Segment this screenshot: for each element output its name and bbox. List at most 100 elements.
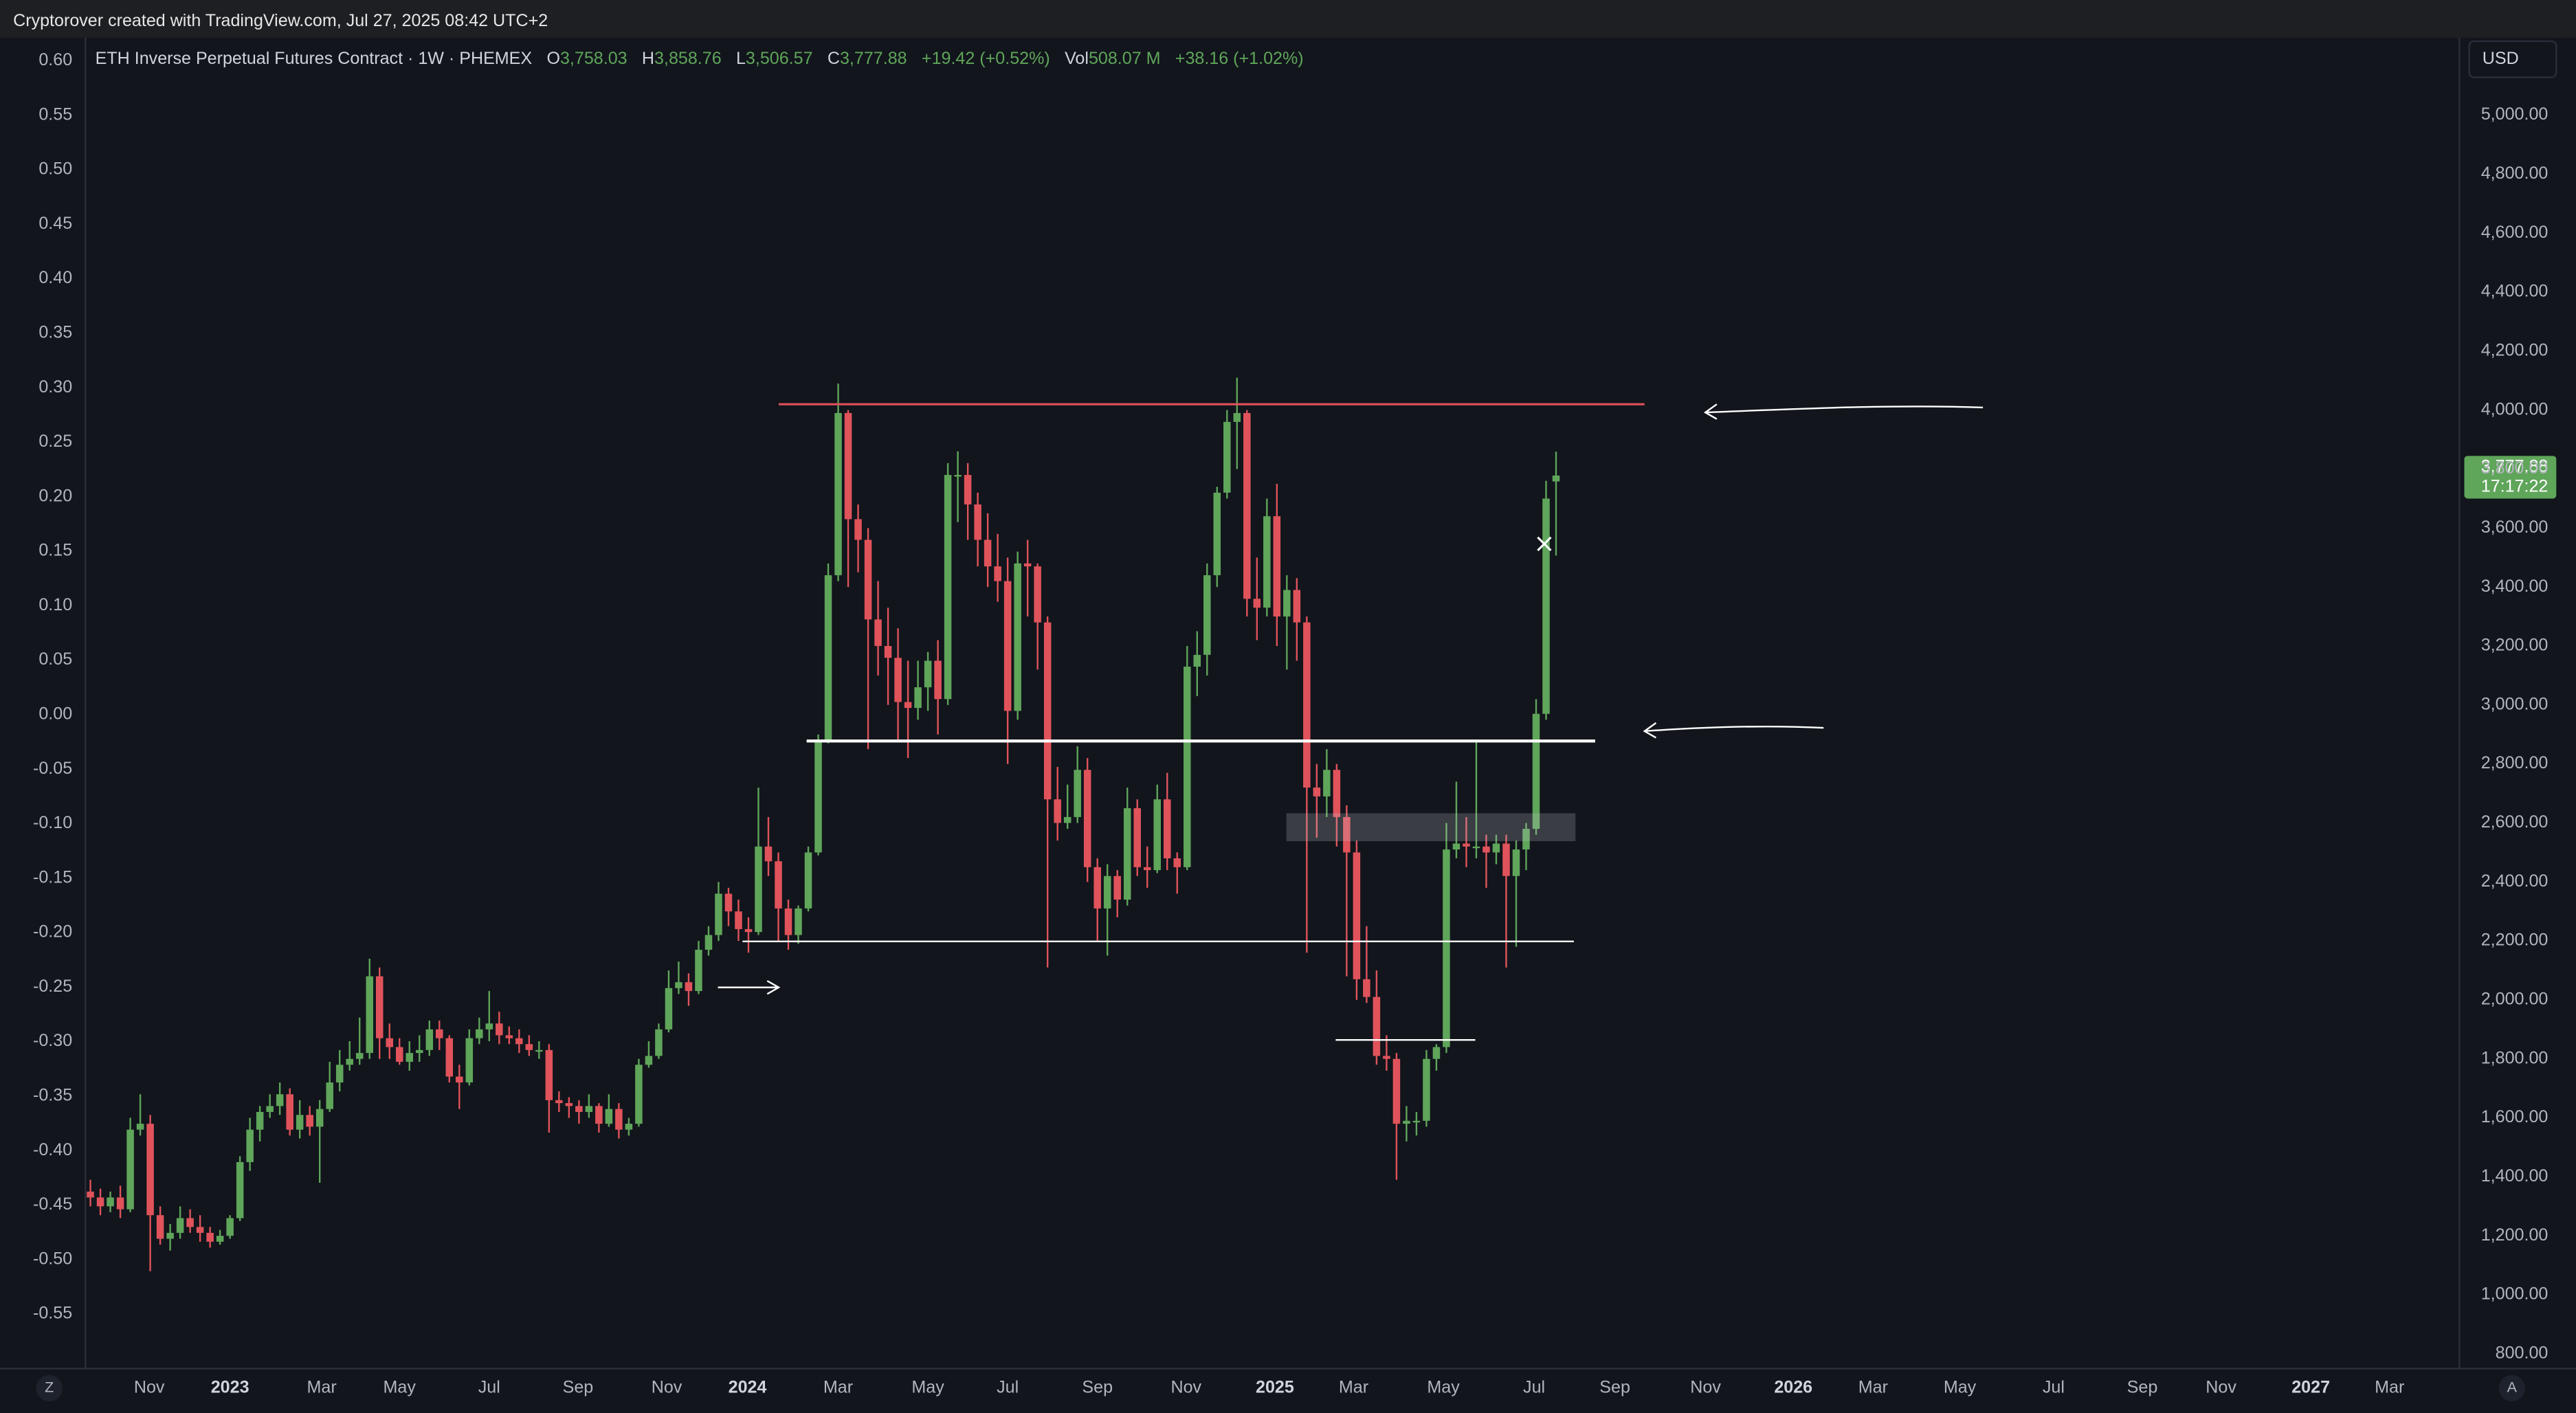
candle-body xyxy=(166,1232,174,1239)
candle-body xyxy=(1432,1047,1441,1059)
candle-body xyxy=(974,504,981,540)
legend-key: O xyxy=(546,49,560,68)
arrow xyxy=(1643,722,1824,739)
candle-body xyxy=(406,1053,414,1062)
plot-area xyxy=(87,377,1560,1271)
legend-key: C xyxy=(828,49,840,68)
candle-body xyxy=(1043,622,1052,800)
y-tick-label: 0.20 xyxy=(38,486,72,505)
legend-key: L xyxy=(736,49,746,68)
candle-body xyxy=(1093,867,1101,909)
y2-tick-label: 2,000.00 xyxy=(2481,990,2549,1009)
candle-body xyxy=(126,1129,134,1210)
candle-body xyxy=(315,1109,324,1127)
candle-body xyxy=(1483,846,1490,853)
arrow xyxy=(718,980,781,995)
x-tick-label: Nov xyxy=(2206,1378,2236,1397)
candle-body xyxy=(186,1218,194,1227)
candle-body xyxy=(784,908,792,935)
y2-tick-label: 4,400.00 xyxy=(2481,282,2549,301)
candle-body xyxy=(386,1038,394,1047)
candle-body xyxy=(1203,575,1211,655)
candle-body xyxy=(924,660,932,688)
candle-body xyxy=(355,1053,364,1059)
legend-symbol: ETH Inverse Perpetual Futures Contract ·… xyxy=(96,49,533,68)
candle-body xyxy=(575,1106,583,1112)
candle-body xyxy=(735,911,742,929)
candle-body xyxy=(854,519,862,540)
candle-body xyxy=(1363,979,1370,997)
candle-body xyxy=(335,1065,344,1083)
y-tick-label: 0.50 xyxy=(38,159,72,179)
candle-body xyxy=(1283,590,1291,617)
candle-body xyxy=(1492,843,1500,853)
candle-body xyxy=(1054,799,1061,823)
x-tick-label: Nov xyxy=(1690,1378,1721,1397)
y-tick-label: -0.15 xyxy=(33,867,72,887)
candle-body xyxy=(366,976,373,1054)
candle-body xyxy=(724,893,733,912)
candle-body xyxy=(775,861,782,909)
candle-body xyxy=(1163,799,1171,858)
candle-body xyxy=(296,1115,304,1130)
candle-body xyxy=(216,1236,224,1242)
candle-body xyxy=(565,1103,573,1106)
y2-tick-label: 3,800.00 xyxy=(2481,458,2549,478)
corner-button-label[interactable]: A xyxy=(2507,1379,2518,1396)
currency-label[interactable]: USD xyxy=(2483,49,2519,68)
x-tick-label: Mar xyxy=(307,1378,336,1397)
candle-body xyxy=(844,412,852,520)
y-tick-label: -0.50 xyxy=(33,1249,72,1268)
candle-body xyxy=(146,1124,154,1216)
y-tick-label: 0.30 xyxy=(38,377,72,397)
y2-tick-label: 3,000.00 xyxy=(2481,694,2549,713)
top-bar xyxy=(0,0,2576,38)
x-tick-label: Sep xyxy=(563,1378,594,1397)
candle-body xyxy=(964,475,972,504)
candle-body xyxy=(395,1047,403,1062)
candle-body xyxy=(615,1109,623,1130)
candle-body xyxy=(286,1094,293,1130)
currency-button[interactable] xyxy=(2468,40,2557,78)
x-tick-label: Nov xyxy=(134,1378,165,1397)
x-tick-label: 2027 xyxy=(2291,1378,2330,1397)
candle-body xyxy=(1313,787,1321,797)
candle-body xyxy=(176,1218,184,1233)
candle-body xyxy=(1223,421,1231,493)
candle-body xyxy=(874,619,882,646)
candle-body xyxy=(954,475,962,477)
legend-change: +19.42 (+0.52%) xyxy=(922,49,1050,68)
candle-body xyxy=(984,539,992,567)
candle-body xyxy=(1522,829,1530,850)
header-title: Cryptorover created with TradingView.com… xyxy=(13,11,548,30)
x-tick-label: Nov xyxy=(1171,1378,1202,1397)
candle-body xyxy=(1472,846,1480,849)
y-tick-label: -0.20 xyxy=(33,922,72,942)
corner-button[interactable] xyxy=(2498,1375,2525,1402)
y-tick-label: 0.25 xyxy=(38,432,72,451)
candle-body xyxy=(994,566,1001,581)
candle-body xyxy=(1532,713,1540,830)
candle-body xyxy=(416,1049,423,1054)
candle-body xyxy=(1213,492,1221,575)
candle-body xyxy=(1383,1056,1390,1059)
legend-key: Vol xyxy=(1065,49,1089,68)
y2-tick-label: 3,200.00 xyxy=(2481,636,2549,655)
candle-body xyxy=(1253,599,1261,608)
x-tick-label: 2026 xyxy=(1774,1378,1812,1397)
y-tick-label: 0.35 xyxy=(38,322,72,342)
candle-body xyxy=(1392,1058,1401,1124)
x-tick-label: Sep xyxy=(2127,1378,2158,1397)
y-tick-label: 0.55 xyxy=(38,104,72,124)
candle-body xyxy=(306,1115,313,1127)
candle-body xyxy=(1014,563,1021,711)
candle-body xyxy=(585,1106,593,1112)
candle-body xyxy=(555,1100,563,1104)
candle-body xyxy=(635,1065,643,1124)
corner-button-label[interactable]: Z xyxy=(45,1379,54,1396)
corner-button[interactable] xyxy=(36,1375,63,1402)
candle-body xyxy=(525,1044,533,1050)
y2-tick-label: 1,200.00 xyxy=(2481,1225,2549,1245)
